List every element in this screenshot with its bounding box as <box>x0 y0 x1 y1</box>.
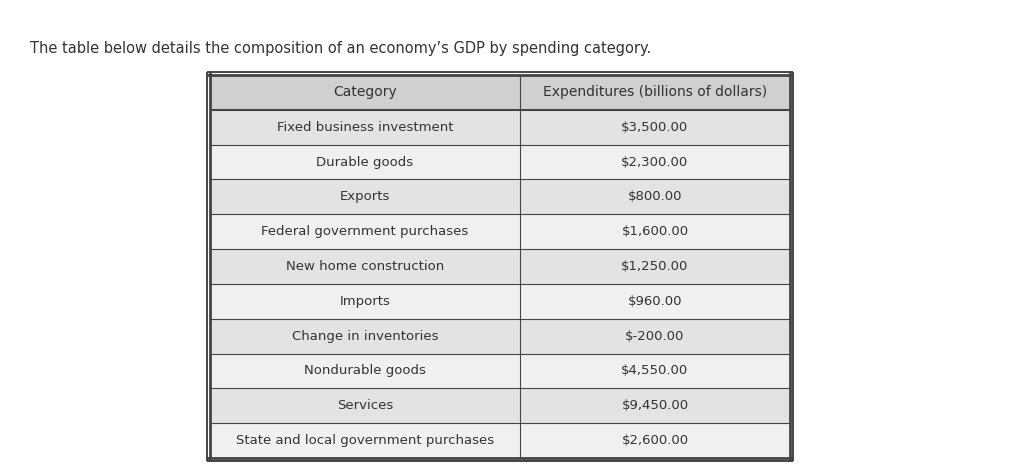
Bar <box>520 249 790 284</box>
Bar <box>520 284 790 319</box>
Bar <box>210 353 520 388</box>
Text: $800.00: $800.00 <box>628 190 682 204</box>
Bar <box>210 423 520 458</box>
Text: Imports: Imports <box>340 295 390 308</box>
Text: $2,600.00: $2,600.00 <box>622 434 688 447</box>
Text: $3,500.00: $3,500.00 <box>622 121 688 134</box>
Bar <box>210 180 520 214</box>
Text: $1,600.00: $1,600.00 <box>622 225 688 238</box>
Bar <box>210 75 520 110</box>
Text: Category: Category <box>333 86 397 100</box>
Bar <box>520 319 790 353</box>
Text: $9,450.00: $9,450.00 <box>622 400 688 412</box>
Bar <box>210 388 520 423</box>
Text: The table below details the composition of an economy’s GDP by spending category: The table below details the composition … <box>30 40 651 55</box>
Bar <box>210 319 520 353</box>
Text: $960.00: $960.00 <box>628 295 682 308</box>
Text: Federal government purchases: Federal government purchases <box>261 225 469 238</box>
Bar <box>520 145 790 180</box>
Text: Expenditures (billions of dollars): Expenditures (billions of dollars) <box>543 86 767 100</box>
Text: $2,300.00: $2,300.00 <box>622 156 688 169</box>
Bar <box>520 180 790 214</box>
Text: $1,250.00: $1,250.00 <box>622 260 689 273</box>
Text: Durable goods: Durable goods <box>316 156 414 169</box>
Text: State and local government purchases: State and local government purchases <box>236 434 494 447</box>
Bar <box>520 75 790 110</box>
Bar <box>520 388 790 423</box>
Text: Services: Services <box>337 400 393 412</box>
Text: New home construction: New home construction <box>286 260 444 273</box>
Text: Nondurable goods: Nondurable goods <box>304 364 426 377</box>
Text: Fixed business investment: Fixed business investment <box>276 121 454 134</box>
Text: $-200.00: $-200.00 <box>626 329 685 343</box>
Bar <box>520 214 790 249</box>
Bar <box>210 110 520 145</box>
Bar <box>210 249 520 284</box>
Text: $4,550.00: $4,550.00 <box>622 364 688 377</box>
Bar <box>210 145 520 180</box>
Bar <box>520 423 790 458</box>
Text: Change in inventories: Change in inventories <box>292 329 438 343</box>
Bar <box>210 284 520 319</box>
Text: Exports: Exports <box>340 190 390 204</box>
Bar <box>210 214 520 249</box>
Bar <box>520 110 790 145</box>
Bar <box>520 353 790 388</box>
